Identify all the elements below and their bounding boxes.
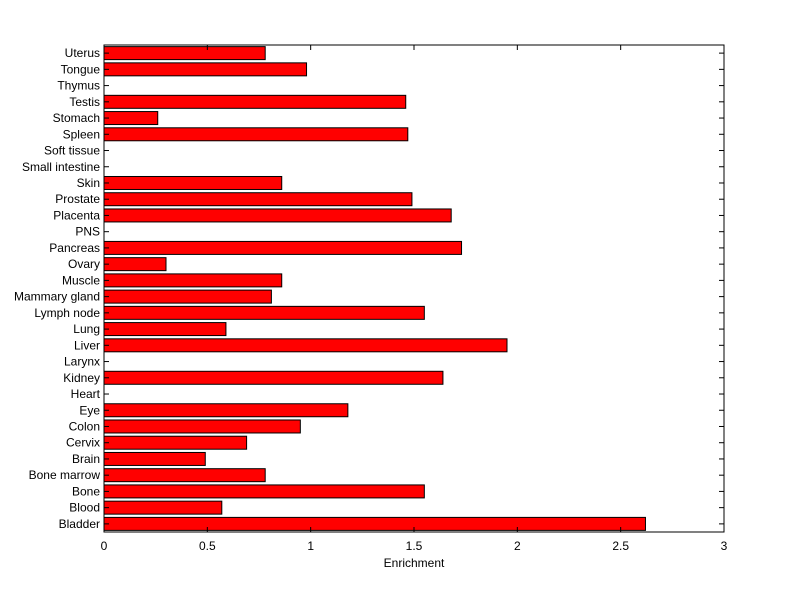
y-tick-label-placenta: Placenta [53,208,100,222]
y-tick-label-lymph-node: Lymph node [34,306,100,320]
bar-testis [103,94,407,109]
y-tick-label-bone-marrow: Bone marrow [29,468,101,482]
bar-placenta [103,208,452,223]
y-tick-label-blood: Blood [69,501,100,515]
y-tick-label-uterus: Uterus [65,46,100,60]
y-axis-ticks: Bladder Blood Bone Bone marrow Brain Cervix Co… [14,46,724,531]
x-tick-label-5: 2.5 [612,539,629,553]
y-tick-label-spleen: Spleen [63,127,100,141]
y-tick-label-heart: Heart [71,387,101,401]
bar-kidney [103,370,444,385]
y-tick-label-mammary-gland: Mammary gland [14,290,100,304]
bar-mammary-gland [103,289,272,304]
y-tick-label-tongue: Tongue [61,62,101,76]
bar-spleen [103,127,409,142]
bar-brain [103,451,206,466]
y-tick-label-pancreas: Pancreas [49,241,100,255]
bar-ovary [103,257,167,272]
y-tick-label-soft-tissue: Soft tissue [44,144,100,158]
x-tick-label-4: 2 [514,539,521,553]
x-tick-label-2: 1 [307,539,314,553]
bar-bone-marrow [103,468,266,483]
y-tick-label-bone: Bone [72,484,100,498]
y-tick-label-pns: PNS [75,225,100,239]
y-tick-label-muscle: Muscle [62,273,100,287]
bar-muscle [103,273,283,288]
y-tick-label-testis: Testis [69,95,100,109]
x-tick-label-1: 0.5 [199,539,216,553]
bar-eye [103,403,349,418]
y-tick-label-larynx: Larynx [64,355,100,369]
bar-uterus [103,46,266,61]
y-tick-label-brain: Brain [72,452,100,466]
bar-lymph-node [103,305,425,320]
y-tick-label-small-intestine: Small intestine [22,160,100,174]
x-tick-label-0: 0 [101,539,108,553]
x-axis-label: Enrichment [384,556,445,570]
y-tick-label-ovary: Ovary [68,257,100,271]
bar-liver [103,338,508,353]
bar-skin [103,175,283,190]
bar-bladder [103,516,646,531]
y-tick-label-kidney: Kidney [63,371,100,385]
y-tick-label-colon: Colon [69,419,100,433]
bar-stomach [103,111,159,126]
bar-bone [103,484,425,499]
y-tick-label-thymus: Thymus [57,79,100,93]
y-tick-label-cervix: Cervix [66,436,100,450]
bar-tongue [103,62,308,77]
bar-pancreas [103,240,463,255]
bar-lung [103,322,227,337]
plot-area-frame [103,44,725,533]
y-tick-label-eye: Eye [79,403,100,417]
y-tick-label-liver: Liver [74,338,100,352]
bar-cervix [103,435,248,450]
y-tick-label-bladder: Bladder [59,517,100,531]
x-axis-ticks: 0 0.5 1 1.5 2 2.5 3 [101,45,728,553]
bar-colon [103,419,301,434]
y-tick-label-lung: Lung [73,322,100,336]
x-tick-label-3: 1.5 [406,539,423,553]
x-tick-label-6: 3 [721,539,728,553]
y-tick-label-stomach: Stomach [53,111,100,125]
bar-prostate [103,192,413,207]
bar-blood [103,500,223,515]
y-tick-label-skin: Skin [77,176,100,190]
y-tick-label-prostate: Prostate [55,192,100,206]
